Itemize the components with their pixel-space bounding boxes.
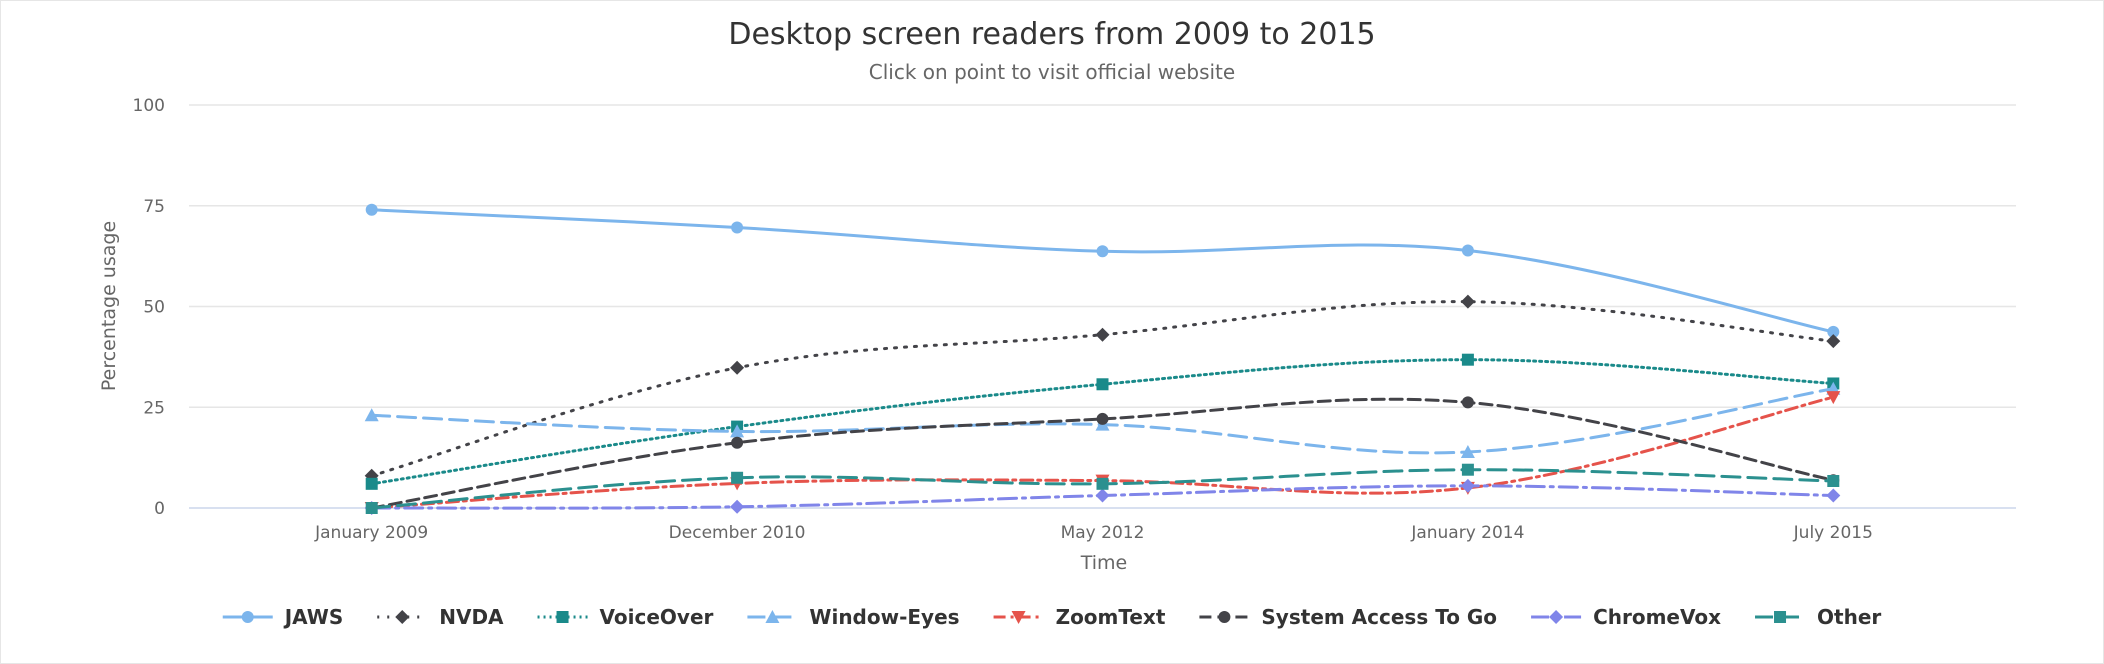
legend-item-system-access-to-go[interactable]: System Access To Go [1199,605,1497,629]
legend-marker [1549,610,1564,624]
x-tick-label: December 2010 [669,523,806,543]
data-point-other[interactable] [1827,474,1840,487]
x-tick-label: January 2009 [314,523,428,543]
x-tick-label: January 2014 [1410,523,1524,543]
data-point-zoomtext[interactable] [1826,391,1841,405]
data-point-other[interactable] [731,471,744,484]
data-point-nvda[interactable] [1095,327,1110,342]
data-point-other[interactable] [1096,477,1109,490]
data-point-window-eyes[interactable] [1460,444,1475,458]
y-axis-ticks: 0 25 50 75 100 [133,96,165,519]
legend-item-zoomtext[interactable]: ZoomText [993,605,1166,629]
series-jaws [365,203,1840,338]
legend-item-other[interactable]: Other [1755,605,1881,629]
data-point-chromevox[interactable] [1095,488,1110,503]
legend-marker [1774,611,1787,623]
y-tick-label: 75 [143,197,165,217]
data-point-window-eyes[interactable] [730,424,745,438]
y-axis-title: Percentage usage [98,221,120,391]
series-other [365,463,1840,514]
x-axis-title: Time [1080,552,1128,574]
legend-marker [1011,611,1026,624]
chart-title: Desktop screen readers from 2009 to 2015 [728,17,1375,52]
legend-label: JAWS [283,605,344,629]
legend-marker [241,611,254,623]
data-point-system-access-to-go[interactable] [1096,412,1109,425]
data-point-jaws[interactable] [731,221,744,234]
data-point-chromevox[interactable] [1460,478,1475,493]
legend-label: Other [1817,605,1881,629]
legend-item-nvda[interactable]: NVDA [377,605,504,629]
legend-item-jaws[interactable]: JAWS [222,605,344,629]
y-tick-label: 0 [154,499,165,519]
data-point-window-eyes[interactable] [364,408,379,422]
y-tick-label: 25 [143,398,165,418]
legend-label: ChromeVox [1593,605,1721,629]
legend-item-window-eyes[interactable]: Window-Eyes [747,605,960,629]
data-point-other[interactable] [365,502,378,514]
legend-item-voiceover[interactable]: VoiceOver [537,605,714,629]
y-tick-label: 100 [133,96,165,116]
legend-label: ZoomText [1056,605,1166,629]
data-point-voiceover[interactable] [1461,353,1474,366]
data-point-other[interactable] [1461,463,1474,476]
x-axis-ticks: January 2009 December 2010 May 2012 January… [314,523,1873,543]
data-point-voiceover[interactable] [1096,378,1109,391]
legend-label: NVDA [439,605,504,629]
legend-item-chromevox[interactable]: ChromeVox [1531,605,1721,629]
x-tick-label: July 2015 [1793,523,1873,543]
data-point-system-access-to-go[interactable] [731,436,744,449]
chart-subtitle: Click on point to visit official website [869,60,1235,84]
legend-marker [765,610,780,623]
series-nvda [364,294,1841,483]
series-layer [364,203,1841,515]
x-tick-label: May 2012 [1061,523,1145,543]
legend-marker [1218,611,1231,623]
data-point-nvda[interactable] [1460,294,1475,309]
data-point-chromevox[interactable] [730,499,745,514]
data-point-chromevox[interactable] [1826,488,1841,503]
data-point-jaws[interactable] [1827,325,1840,338]
legend-marker [556,611,569,623]
legend-label: System Access To Go [1261,605,1497,629]
data-point-nvda[interactable] [730,360,745,375]
legend-marker [395,610,410,624]
legend: JAWS NVDA VoiceOver Window-Eyes ZoomText Syst… [222,605,1881,629]
legend-label: VoiceOver [600,605,714,629]
legend-label: Window-Eyes [809,605,959,629]
data-point-voiceover[interactable] [365,477,378,490]
data-point-jaws[interactable] [1096,245,1109,258]
data-point-system-access-to-go[interactable] [1461,396,1474,409]
series-line-jaws[interactable] [370,208,1835,334]
data-point-jaws[interactable] [1461,244,1474,257]
data-point-jaws[interactable] [365,203,378,216]
data-point-nvda[interactable] [1826,334,1841,349]
y-tick-label: 50 [143,298,165,318]
gridlines [189,104,2016,509]
